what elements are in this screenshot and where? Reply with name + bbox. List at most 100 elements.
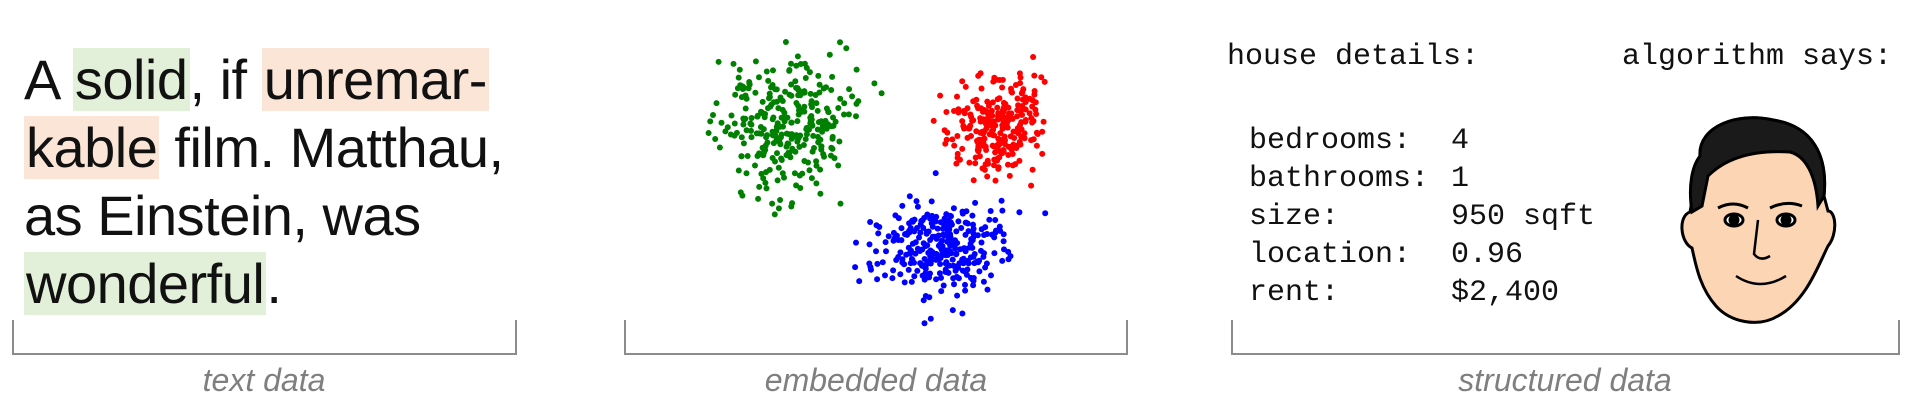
dot: [778, 155, 785, 162]
dot: [945, 269, 952, 276]
dot: [882, 239, 889, 246]
dot: [732, 91, 739, 98]
dot: [809, 148, 816, 155]
text-segment: film. Matthau,: [159, 116, 504, 179]
dot: [843, 45, 850, 52]
text-sample: A solid, if unremar-kable film. Matthau,…: [24, 46, 504, 318]
dot: [745, 85, 752, 92]
dot: [977, 115, 984, 122]
dot: [873, 248, 879, 255]
dot: [769, 116, 776, 123]
dot: [959, 145, 966, 152]
dot: [917, 260, 924, 267]
dot: [917, 229, 924, 236]
dot: [1040, 118, 1047, 125]
dot: [992, 177, 999, 184]
dot: [897, 249, 904, 256]
heading: house details:: [1227, 40, 1480, 74]
dot: [853, 239, 859, 246]
dot: [756, 150, 763, 157]
dot: [1002, 104, 1009, 111]
dot: [774, 177, 781, 184]
dot: [904, 231, 911, 238]
field-value: 0.96: [1451, 238, 1524, 272]
caption: embedded data: [764, 362, 988, 398]
dot: [980, 108, 987, 115]
dot: [988, 272, 994, 279]
dot: [841, 100, 848, 107]
dot: [1010, 128, 1017, 135]
dot: [813, 100, 820, 107]
dot: [938, 288, 945, 295]
dot: [846, 86, 853, 93]
highlighted-word: kable: [24, 116, 160, 179]
dot: [933, 276, 940, 283]
dot: [1009, 115, 1016, 122]
dot: [949, 136, 956, 143]
dot: [728, 112, 735, 119]
dot: [879, 259, 886, 266]
dot: [975, 146, 982, 153]
dot: [766, 166, 773, 173]
dot: [874, 276, 881, 283]
dot: [748, 127, 754, 134]
dot: [976, 268, 983, 275]
dot: [866, 241, 873, 248]
dot: [898, 237, 905, 244]
dot: [1019, 103, 1026, 109]
dot: [718, 119, 725, 126]
dot: [766, 94, 773, 100]
dot: [1009, 143, 1016, 150]
dot: [760, 126, 767, 133]
field-value: 950 sqft: [1451, 200, 1596, 234]
text-segment: .: [266, 252, 282, 315]
dot: [995, 113, 1001, 120]
dot: [867, 219, 874, 225]
dot: [933, 250, 939, 257]
dot: [707, 118, 714, 125]
dot: [724, 124, 731, 131]
dot: [989, 231, 995, 238]
dot: [1001, 133, 1008, 140]
dot: [735, 167, 742, 174]
dot: [972, 199, 979, 206]
dot: [1031, 72, 1038, 79]
dot: [760, 175, 767, 182]
dot: [1031, 88, 1038, 94]
dot: [927, 315, 934, 322]
highlighted-word: wonderful: [24, 252, 267, 315]
dot: [951, 281, 957, 288]
dot: [932, 170, 939, 177]
dot: [967, 111, 974, 118]
dot: [998, 197, 1005, 204]
dot: [748, 134, 755, 141]
dot: [754, 113, 761, 120]
dot: [820, 85, 827, 92]
dot: [890, 267, 897, 274]
dot: [994, 155, 1001, 162]
dot: [914, 225, 920, 231]
dot: [937, 261, 944, 267]
dot: [829, 135, 836, 142]
dot: [927, 237, 934, 243]
dot: [953, 251, 960, 258]
dot: [738, 134, 745, 141]
dot: [794, 118, 801, 125]
dot: [777, 141, 784, 148]
dot: [914, 267, 921, 274]
dot: [801, 103, 808, 110]
dot: [743, 127, 750, 134]
dot: [743, 170, 750, 177]
dot: [796, 143, 803, 150]
dot: [975, 72, 982, 79]
dot: [882, 272, 888, 279]
dot: [984, 157, 991, 164]
dot: [889, 275, 896, 282]
dot: [962, 83, 969, 90]
dot: [997, 138, 1004, 145]
dot: [740, 121, 747, 128]
dot: [735, 74, 742, 81]
dot: [752, 89, 759, 96]
dot: [761, 149, 767, 156]
dot: [999, 207, 1006, 214]
